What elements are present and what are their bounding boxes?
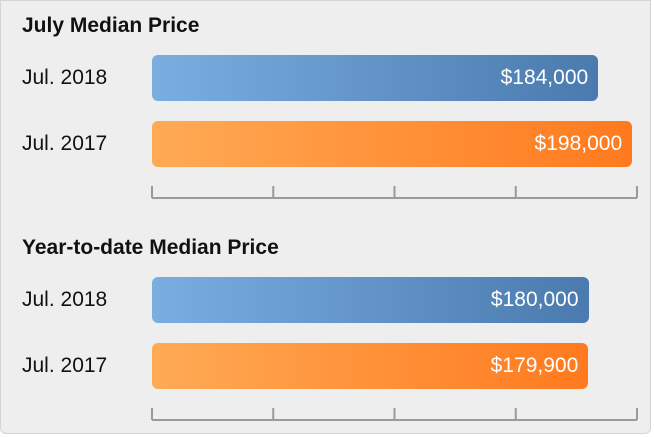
bar-jul-2018: $184,000 bbox=[152, 55, 599, 101]
category-label: Jul. 2017 bbox=[22, 354, 108, 377]
chart-title: July Median Price bbox=[22, 14, 200, 37]
category-label: Jul. 2018 bbox=[22, 288, 108, 311]
bar-value-label: $179,900 bbox=[490, 354, 579, 377]
chart-section-ytd: Year-to-date Median Price Jul. 2018 $180… bbox=[1, 223, 654, 423]
chart-section-july: July Median Price Jul. 2018 $184,000 Jul… bbox=[1, 1, 654, 201]
bar-value-label: $184,000 bbox=[500, 66, 589, 89]
x-axis bbox=[151, 186, 638, 199]
bar-value-label: $198,000 bbox=[534, 132, 623, 155]
x-axis bbox=[151, 408, 638, 421]
bar-ytd-2017: $179,900 bbox=[152, 343, 589, 389]
bar-jul-2017: $198,000 bbox=[152, 121, 633, 167]
category-label: Jul. 2017 bbox=[22, 132, 108, 155]
bar-value-label: $180,000 bbox=[490, 288, 579, 311]
category-label: Jul. 2018 bbox=[22, 66, 108, 89]
chart-title: Year-to-date Median Price bbox=[22, 236, 279, 259]
bar-ytd-2018: $180,000 bbox=[152, 277, 589, 323]
